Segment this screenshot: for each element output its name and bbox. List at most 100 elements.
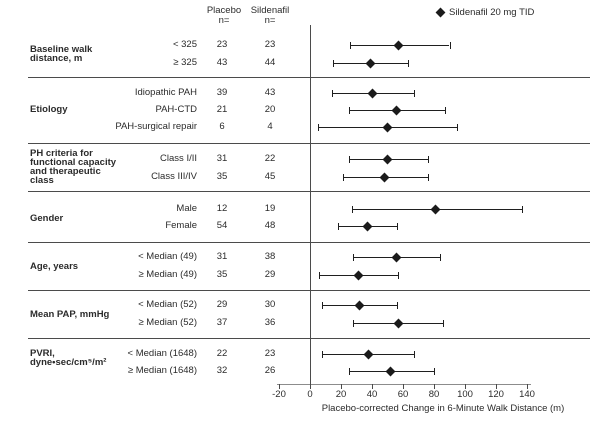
- x-axis-tick: [465, 384, 466, 389]
- ci-cap-right: [440, 254, 442, 261]
- x-axis-tick: [341, 384, 342, 389]
- sildenafil-n-value: 29: [264, 269, 276, 280]
- sildenafil-n-value: 36: [264, 317, 276, 328]
- sildenafil-n-value: 23: [264, 348, 276, 359]
- ci-cap-left: [353, 254, 355, 261]
- subgroup-label: PAH-CTD: [155, 104, 197, 115]
- group-label-1: Etiology: [30, 104, 68, 115]
- estimate-diamond-icon: [382, 154, 393, 165]
- subgroup-label: ≥ Median (49): [138, 269, 197, 280]
- column-header-placebo-n: n=: [218, 15, 230, 26]
- ci-cap-left: [333, 60, 335, 67]
- subgroup-label: Female: [165, 220, 197, 231]
- estimate-diamond-icon: [385, 366, 396, 377]
- x-axis-tick-label: 0: [307, 389, 313, 400]
- placebo-n-value: 35: [216, 269, 228, 280]
- x-axis-tick-label: 20: [335, 389, 347, 400]
- estimate-diamond-icon: [353, 270, 363, 281]
- estimate-diamond-icon: [430, 204, 441, 215]
- ci-cap-left: [322, 351, 324, 358]
- sildenafil-n-value: 26: [264, 365, 276, 376]
- estimate-diamond-icon: [391, 252, 402, 263]
- ci-cap-left: [351, 206, 353, 213]
- column-header-sildenafil: Sildenafil n=: [240, 6, 300, 26]
- x-axis-tick-label: 140: [519, 389, 535, 400]
- sildenafil-n-value: 48: [264, 220, 276, 231]
- sildenafil-n-value: 19: [264, 203, 276, 214]
- column-header-sildenafil-title: Sildenafil: [250, 5, 290, 16]
- x-axis-tick: [527, 384, 528, 389]
- x-axis-tick-label: -20: [272, 389, 286, 400]
- estimate-diamond-icon: [391, 105, 402, 116]
- ci-cap-left: [353, 320, 355, 327]
- group-separator-line: [28, 242, 590, 243]
- group-label-3: Gender: [30, 213, 64, 224]
- ci-cap-right: [443, 320, 445, 327]
- ci-cap-right: [434, 368, 435, 375]
- sildenafil-diamond-icon: [435, 7, 446, 18]
- sildenafil-n-value: 43: [264, 87, 276, 98]
- ci-cap-right: [427, 174, 429, 181]
- x-axis-tick: [496, 384, 497, 389]
- subgroup-label: ≥ Median (1648): [127, 365, 197, 376]
- placebo-n-value: 35: [216, 171, 228, 182]
- subgroup-label: ≥ 325: [173, 57, 197, 68]
- ci-cap-right: [444, 107, 446, 114]
- sildenafil-n-value: 4: [267, 121, 273, 132]
- legend-label: Sildenafil 20 mg TID: [449, 7, 535, 18]
- placebo-n-value: 43: [216, 57, 228, 68]
- ci-cap-right: [457, 124, 459, 131]
- estimate-diamond-icon: [379, 172, 390, 183]
- sildenafil-n-value: 38: [264, 251, 276, 262]
- ci-cap-left: [331, 90, 333, 97]
- sildenafil-n-value: 23: [264, 39, 276, 50]
- subgroup-label: < Median (1648): [127, 348, 197, 359]
- x-axis-line: [277, 384, 531, 385]
- ci-cap-left: [350, 42, 352, 49]
- estimate-diamond-icon: [363, 349, 374, 360]
- group-separator-line: [28, 77, 590, 78]
- estimate-diamond-icon: [362, 221, 373, 232]
- subgroup-label: < Median (52): [138, 299, 197, 310]
- ci-cap-right: [413, 90, 415, 97]
- placebo-n-value: 54: [216, 220, 228, 231]
- x-axis-tick: [434, 384, 435, 389]
- ci-cap-left: [348, 107, 350, 114]
- placebo-n-value: 31: [216, 153, 228, 164]
- ci-cap-left: [319, 272, 321, 279]
- subgroup-label: < 325: [172, 39, 197, 50]
- placebo-n-value: 23: [216, 39, 228, 50]
- column-header-placebo: Placebo n=: [194, 6, 254, 26]
- column-header-sildenafil-n: n=: [264, 15, 276, 26]
- placebo-n-value: 37: [216, 317, 228, 328]
- estimate-diamond-icon: [382, 122, 393, 133]
- group-separator-line: [28, 290, 590, 291]
- placebo-n-value: 39: [216, 87, 228, 98]
- ci-cap-right: [396, 223, 398, 230]
- ci-cap-right: [407, 60, 409, 67]
- estimate-diamond-icon: [365, 58, 376, 69]
- placebo-n-value: 31: [216, 251, 228, 262]
- sildenafil-n-value: 44: [264, 57, 276, 68]
- ci-cap-left: [342, 174, 344, 181]
- ci-cap-right: [396, 302, 398, 309]
- estimate-diamond-icon: [354, 300, 365, 311]
- x-axis-tick: [310, 384, 311, 389]
- placebo-n-value: 32: [216, 365, 228, 376]
- group-separator-line: [28, 143, 590, 144]
- subgroup-label: Class III/IV: [151, 171, 197, 182]
- placebo-n-value: 29: [216, 299, 228, 310]
- ci-cap-right: [449, 42, 451, 49]
- ci-cap-right: [413, 351, 415, 358]
- x-axis-tick-label: 100: [457, 389, 473, 400]
- estimate-diamond-icon: [393, 40, 404, 51]
- subgroup-label: Idiopathic PAH: [134, 87, 197, 98]
- x-axis-tick: [403, 384, 404, 389]
- ci-cap-left: [317, 124, 319, 131]
- group-separator-line: [28, 191, 590, 192]
- group-label-5: Mean PAP, mmHg: [30, 309, 110, 320]
- ci-cap-left: [348, 368, 350, 375]
- x-axis-tick-label: 40: [366, 389, 378, 400]
- ci-cap-right: [398, 272, 400, 279]
